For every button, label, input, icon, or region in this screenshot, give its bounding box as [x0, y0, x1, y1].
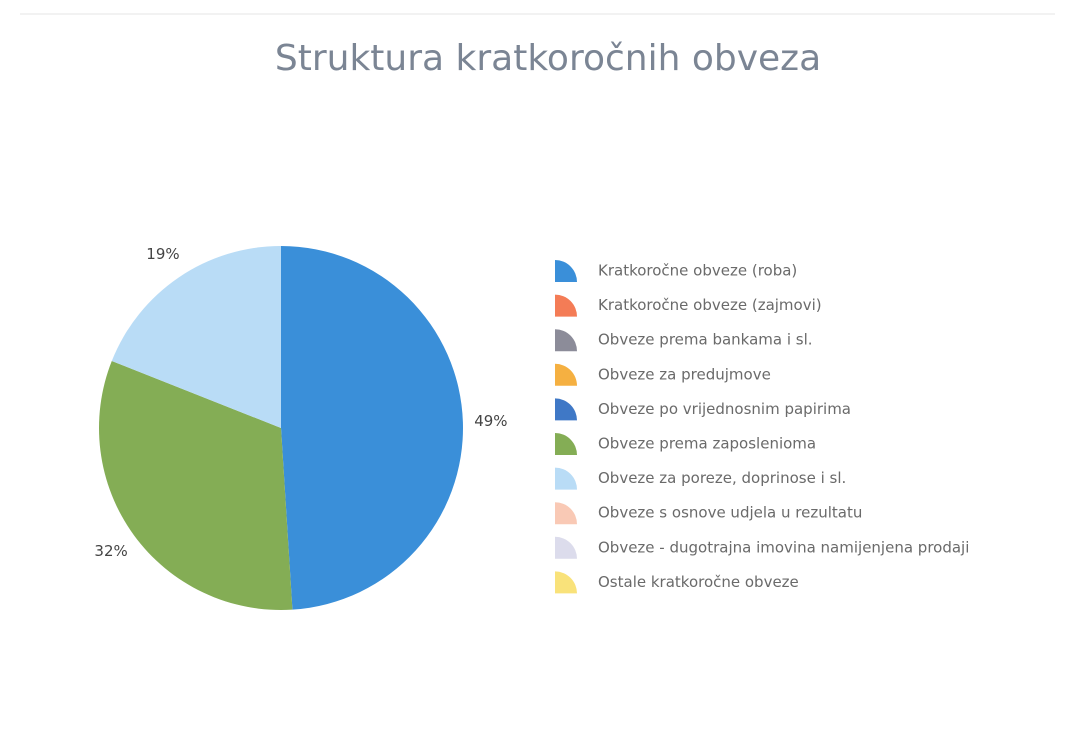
- legend-label: Kratkoročne obveze (roba): [598, 262, 797, 280]
- legend-swatch: [555, 363, 577, 386]
- legend-swatch: [555, 467, 577, 490]
- legend-swatch: [555, 536, 577, 559]
- legend-swatch: [555, 433, 577, 455]
- legend-label: Obveze za poreze, doprinose i sl.: [598, 469, 846, 487]
- data-label: 19%: [146, 245, 179, 263]
- legend-label: Obveze po vrijednosnim papirima: [598, 400, 851, 418]
- legend-label: Obveze za predujmove: [598, 365, 771, 383]
- legend-label: Obveze prema zaposlenioma: [598, 435, 816, 453]
- legend-swatch: [555, 260, 577, 282]
- pie-slice: [98, 361, 293, 610]
- pie-slice: [281, 246, 464, 610]
- data-label: 32%: [94, 542, 127, 560]
- legend-label: Obveze - dugotrajna imovina namijenjena …: [598, 538, 969, 556]
- legend-swatch: [555, 329, 577, 352]
- legend-swatch: [555, 294, 577, 317]
- legend-label: Kratkoročne obveze (zajmovi): [598, 296, 822, 314]
- pie-slice: [111, 246, 282, 428]
- legend-label: Ostale kratkoročne obveze: [598, 573, 799, 591]
- legend-swatch: [555, 571, 577, 594]
- legend-label: Obveze prema bankama i sl.: [598, 331, 813, 349]
- legend-swatch: [555, 398, 577, 421]
- legend-label: Obveze s osnove udjela u rezultatu: [598, 504, 862, 522]
- data-label: 49%: [474, 412, 507, 430]
- chart-title: Struktura kratkoročnih obveza: [275, 38, 821, 79]
- legend-swatch: [555, 502, 577, 525]
